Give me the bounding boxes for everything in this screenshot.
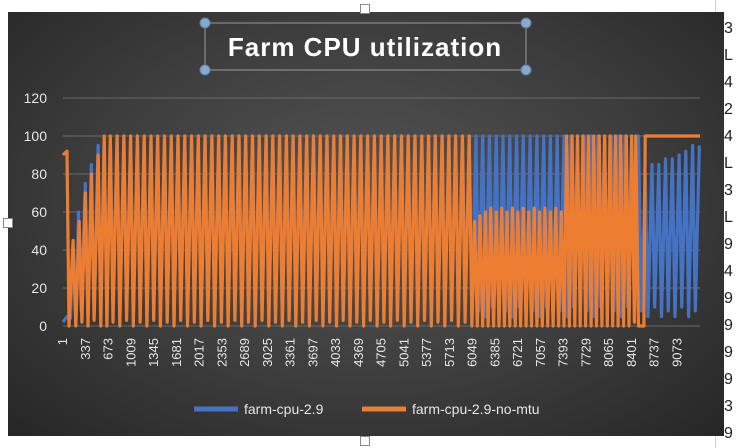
cell-fragment: 3: [724, 20, 733, 37]
x-tick-label: 1009: [123, 338, 138, 367]
spreadsheet-header-strip: [0, 0, 744, 12]
series-line-2: [61, 134, 700, 328]
title-selection-frame: [204, 22, 527, 71]
x-axis: 1 337 673 1009 1345 1681 2017 2353 2689 3025 3361 3…: [55, 338, 684, 367]
y-tick-label: 60: [31, 204, 47, 220]
chart-area[interactable]: 0 20 40 60 80 100 120 1 337 673 1009 1345 1681 2017 2…: [8, 12, 724, 436]
y-tick-label: 100: [24, 128, 48, 144]
cell-fragment: 4: [724, 74, 733, 91]
cell-fragment: 9: [724, 425, 733, 442]
cell-fragment: 9: [724, 236, 733, 253]
x-tick-label: 6049: [465, 338, 480, 367]
chart-title-box[interactable]: Farm CPU utilization: [199, 17, 532, 76]
cell-fragment: 9: [724, 290, 733, 307]
cell-fragment: L: [724, 155, 733, 172]
x-tick-label: 673: [101, 338, 116, 360]
x-tick-label: 6385: [487, 338, 502, 367]
x-tick-label: 9073: [669, 338, 684, 367]
x-tick-label: 337: [78, 338, 93, 360]
resize-handle[interactable]: [199, 17, 211, 29]
x-tick-label: 5041: [396, 338, 411, 367]
chart-edge-handle[interactable]: [360, 4, 370, 14]
cell-fragment: 9: [724, 371, 733, 388]
x-tick-label: 8737: [647, 338, 662, 367]
y-tick-label: 80: [31, 166, 47, 182]
cell-fragment: L: [724, 209, 733, 226]
x-tick-label: 1345: [146, 338, 161, 367]
y-tick-label: 20: [31, 280, 47, 296]
cell-fragment: 9: [724, 344, 733, 361]
chart-svg: 0 20 40 60 80 100 120 1 337 673 1009 1345 1681 2017 2…: [24, 17, 701, 417]
cell-fragment: 4: [724, 263, 733, 280]
y-tick-label: 40: [31, 242, 47, 258]
resize-handle[interactable]: [520, 64, 532, 76]
cell-fragment: 9: [724, 317, 733, 334]
x-tick-label: 3025: [260, 338, 275, 367]
legend-entry-label: farm-cpu-2.9: [244, 401, 324, 417]
chart-edge-handle[interactable]: [360, 436, 370, 446]
cell-fragment: L: [724, 47, 733, 64]
resize-handle[interactable]: [199, 64, 211, 76]
x-tick-label: 4705: [374, 338, 389, 367]
series-lines: [61, 134, 701, 328]
x-tick-label: 7729: [578, 338, 593, 367]
x-tick-label: 4033: [328, 338, 343, 367]
x-tick-label: 8401: [624, 338, 639, 367]
legend[interactable]: farm-cpu-2.9 farm-cpu-2.9-no-mtu: [194, 401, 540, 417]
x-tick-label: 7057: [533, 338, 548, 367]
y-tick-label: 120: [24, 90, 48, 106]
chart-edge-handle[interactable]: [3, 218, 13, 228]
y-axis: 0 20 40 60 80 100 120: [24, 90, 48, 334]
resize-handle[interactable]: [520, 17, 532, 29]
x-tick-label: 2017: [192, 338, 207, 367]
x-tick-label: 5713: [442, 338, 457, 367]
y-tick-label: 0: [39, 318, 47, 334]
cell-fragment: 2: [724, 101, 733, 118]
x-tick-label: 3361: [283, 338, 298, 367]
x-tick-label: 8065: [601, 338, 616, 367]
cell-fragment: 3: [724, 182, 733, 199]
cell-fragment: 3: [724, 398, 733, 415]
x-tick-label: 4369: [351, 338, 366, 367]
cell-fragment: 4: [724, 128, 733, 145]
x-tick-label: 2689: [237, 338, 252, 367]
x-tick-label: 2353: [214, 338, 229, 367]
x-tick-label: 6721: [510, 338, 525, 367]
x-tick-label: 5377: [419, 338, 434, 367]
legend-entry-label: farm-cpu-2.9-no-mtu: [412, 401, 540, 417]
x-tick-label: 3697: [305, 338, 320, 367]
x-tick-label: 1: [55, 338, 70, 345]
x-tick-label: 7393: [556, 338, 571, 367]
x-tick-label: 1681: [169, 338, 184, 367]
chart-title: Farm CPU utilization: [228, 32, 502, 62]
